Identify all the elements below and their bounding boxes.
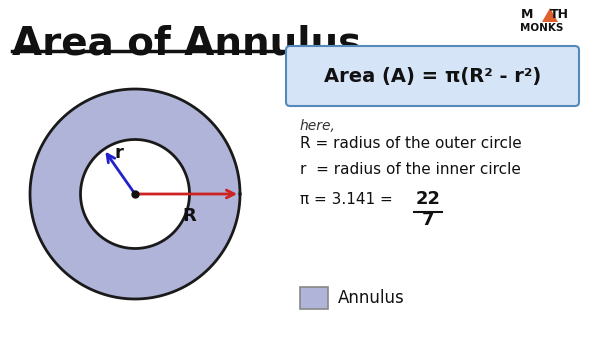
Text: MONKS: MONKS <box>520 23 563 33</box>
Text: Annulus: Annulus <box>338 289 405 307</box>
Text: π = 3.141 =: π = 3.141 = <box>300 192 398 207</box>
Polygon shape <box>30 89 240 299</box>
Text: here,: here, <box>300 119 336 133</box>
FancyBboxPatch shape <box>286 46 579 106</box>
Text: Area of Annulus: Area of Annulus <box>12 24 361 62</box>
Text: Area (A) = π(R² - r²): Area (A) = π(R² - r²) <box>324 67 541 86</box>
Polygon shape <box>80 139 190 249</box>
Text: R = radius of the outer circle: R = radius of the outer circle <box>300 136 522 151</box>
Text: R: R <box>183 207 196 225</box>
Text: TH: TH <box>550 8 569 20</box>
Polygon shape <box>542 8 558 22</box>
Text: r  = radius of the inner circle: r = radius of the inner circle <box>300 162 521 177</box>
Text: 22: 22 <box>415 190 440 208</box>
Text: M: M <box>521 8 533 20</box>
Text: r: r <box>115 144 124 162</box>
Text: 7: 7 <box>422 211 434 229</box>
FancyBboxPatch shape <box>300 287 328 309</box>
